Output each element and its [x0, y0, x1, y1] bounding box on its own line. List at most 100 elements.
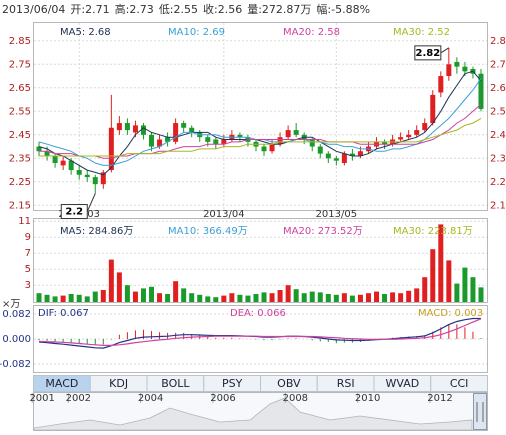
candle-body [422, 123, 428, 131]
volume-bar [285, 285, 291, 302]
tab-label: MACD [45, 377, 78, 390]
tab[interactable]: CCI [430, 375, 488, 392]
volume-bar [357, 294, 363, 302]
tab[interactable]: OBV [260, 375, 318, 392]
legend-entry: MA30: 223.81万 [393, 226, 473, 237]
candle-body [52, 155, 58, 163]
tab[interactable]: KDJ [89, 375, 148, 392]
legend-entry: MA5: 2.68 [60, 27, 111, 38]
candle-body [60, 160, 66, 166]
annotation: 2.2 [65, 207, 83, 218]
candle-body [36, 146, 42, 152]
tab[interactable]: BOLL [146, 375, 205, 392]
y-tick-label: 0.082 [2, 309, 31, 320]
volume-bar [173, 281, 179, 302]
volume-bar [124, 285, 130, 302]
candle-body [165, 137, 171, 142]
scroll-handle[interactable] [473, 393, 487, 430]
volume-bar [446, 260, 452, 302]
candle-body [309, 139, 315, 147]
volume-bar [325, 294, 331, 302]
tab-label: KDJ [109, 377, 128, 390]
y-tick-label: 2.25 [9, 177, 31, 188]
volume-bar [277, 290, 283, 302]
candle-body [430, 94, 436, 124]
y-tick-label: -0.082 [0, 359, 31, 370]
candle-body [454, 61, 460, 67]
volume-bar [349, 295, 355, 302]
volume-bar [165, 294, 171, 302]
candle-body [261, 146, 267, 152]
volume-bar [44, 294, 50, 302]
volume-bar [478, 287, 484, 302]
y-tick-label: 0.000 [2, 334, 31, 345]
volume-bar [229, 293, 235, 302]
y-tick-label-right: 2.55 [490, 106, 506, 117]
volume-bar [470, 277, 476, 302]
tab[interactable]: WVAD [373, 375, 432, 392]
candle-body [213, 139, 219, 145]
timeline-label: 2002 [66, 393, 91, 404]
candle-body [293, 130, 299, 135]
y-tick-label-right: 2.65 [490, 83, 506, 94]
header-date: 2013/06/04 [2, 3, 65, 16]
volume-bar [108, 259, 114, 302]
volume-bar [341, 293, 347, 302]
legend-entry: MA10: 366.49万 [168, 226, 248, 237]
candle-body [277, 137, 283, 145]
tab-label: CCI [450, 377, 469, 390]
tab[interactable]: PSY [203, 375, 261, 392]
legend-entry: MA20: 273.52万 [283, 226, 363, 237]
tab[interactable]: RSI [316, 375, 375, 392]
y-tick-label: 2.85 [9, 36, 31, 47]
volume-bar [293, 289, 299, 302]
candle-body [189, 127, 195, 133]
y-tick-label: 2.35 [9, 153, 31, 164]
volume-bar [68, 294, 74, 302]
candle-body [285, 130, 291, 138]
volume-bar [84, 296, 90, 302]
candle-body [398, 137, 404, 140]
header-field: 高:2.73 [115, 2, 154, 16]
legend-entry: DIF: 0.067 [38, 308, 89, 319]
volume-bar [398, 293, 404, 302]
header-field: 收:2.56 [203, 2, 242, 16]
y-tick-label-right: 2.35 [490, 153, 506, 164]
tab[interactable]: MACD [33, 375, 91, 392]
timeline-label: 2004 [138, 393, 163, 404]
y-tick-label: 11 [18, 216, 31, 227]
candle-body [349, 153, 355, 156]
unit-label: ×万 [2, 299, 20, 310]
candle-body [317, 146, 323, 154]
candle-body [124, 123, 130, 131]
volume-bar [237, 294, 243, 302]
price-panel [33, 22, 488, 211]
volume-bar [253, 294, 259, 302]
candle-body [173, 123, 179, 142]
y-tick-label-right: 2.25 [490, 177, 506, 188]
y-tick-label: 2.15 [9, 200, 31, 211]
timeline-label: 2006 [210, 393, 235, 404]
y-tick-label: 2.75 [9, 59, 31, 70]
tab-label: BOLL [161, 377, 190, 390]
candle-body [478, 73, 484, 109]
volume-bar [269, 293, 275, 302]
header-field: 开:2.71 [70, 3, 109, 16]
volume-bar [406, 290, 412, 302]
volume-bar [221, 295, 227, 302]
timeline-label: 2001 [29, 393, 54, 404]
volume-bar [116, 272, 122, 302]
volume-bar [181, 288, 187, 302]
tab-label: OBV [277, 377, 301, 390]
ma-line [39, 117, 482, 157]
legend-entry: MA5: 284.86万 [60, 226, 133, 237]
candle-body [382, 141, 388, 145]
candle-body [149, 134, 155, 147]
volume-bar [333, 294, 339, 302]
volume-bar [205, 296, 211, 302]
candle-body [132, 125, 138, 133]
tab-background [430, 375, 488, 392]
volume-bar [76, 294, 82, 302]
candle-body [84, 174, 90, 178]
candle-body [205, 137, 211, 142]
